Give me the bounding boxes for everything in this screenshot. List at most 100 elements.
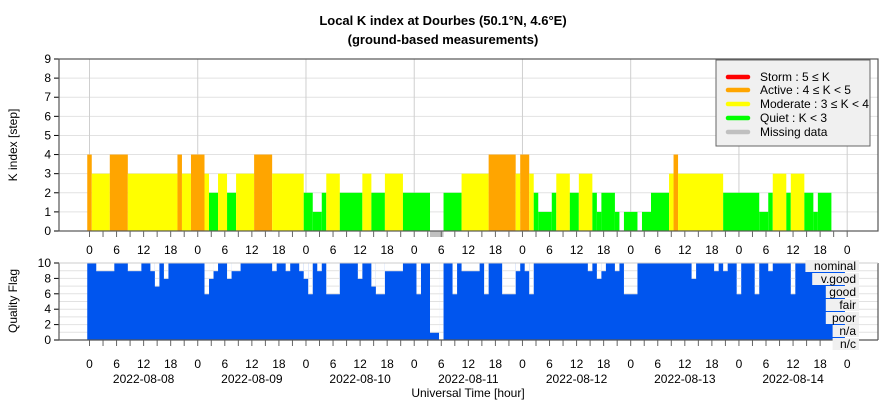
q-x-tick-label: 12 — [245, 357, 259, 371]
quality-level-label: v.good — [821, 272, 856, 286]
k-bar — [326, 173, 340, 231]
k-x-tick-label: 6 — [330, 243, 337, 257]
date-label: 2022-08-12 — [546, 372, 608, 386]
k-bar — [804, 192, 814, 231]
k-x-tick-label: 6 — [654, 243, 661, 257]
k-x-tick-label: 6 — [438, 243, 445, 257]
quality-bar-gap — [150, 263, 155, 271]
quality-bar-gap — [231, 263, 241, 271]
quality-level-label-bg — [825, 299, 859, 311]
legend-label: Active : 4 ≤ K < 5 — [760, 83, 851, 97]
q-y-tick-label: 0 — [44, 333, 51, 347]
k-bar — [520, 154, 530, 231]
k-x-tick-label: 0 — [844, 243, 851, 257]
q-x-tick-label: 18 — [705, 357, 719, 371]
k-bar — [87, 154, 92, 231]
k-x-tick-label: 0 — [303, 243, 310, 257]
quality-bar-gap — [587, 263, 593, 271]
k-y-tick-label: 1 — [44, 205, 51, 219]
date-label: 2022-08-14 — [762, 372, 824, 386]
q-x-tick-label: 6 — [546, 357, 553, 371]
q-x-tick-label: 12 — [678, 357, 692, 371]
legend-label: Missing data — [760, 125, 828, 139]
q-x-tick-label: 18 — [489, 357, 503, 371]
quality-level-label: poor — [832, 311, 856, 325]
k-x-tick-label: 18 — [813, 243, 827, 257]
quality-level-label-bg — [812, 273, 859, 285]
quality-bar-gap — [272, 263, 277, 271]
k-x-tick-label: 12 — [353, 243, 367, 257]
quality-bar-gap — [317, 263, 322, 271]
q-x-tick-label: 6 — [113, 357, 120, 371]
k-x-tick-label: 6 — [546, 243, 553, 257]
k-bar — [759, 211, 769, 231]
k-x-tick-label: 6 — [221, 243, 228, 257]
quality-bar-gap — [614, 263, 620, 271]
k-x-tick-label: 18 — [489, 243, 503, 257]
q-x-tick-label: 12 — [570, 357, 584, 371]
quality-bar-gap — [524, 263, 530, 271]
k-bar — [533, 192, 539, 231]
k-bar — [678, 173, 724, 231]
quality-level-label-bg — [832, 338, 859, 350]
q-x-tick-label: 18 — [813, 357, 827, 371]
k-bar — [190, 154, 205, 231]
quality-level-label: n/c — [840, 337, 856, 351]
quality-level-label-bg — [825, 286, 859, 298]
k-bar — [443, 192, 462, 231]
k-x-tick-label: 12 — [137, 243, 151, 257]
k-y-tick-label: 7 — [44, 90, 51, 104]
k-y-tick-label: 2 — [44, 186, 51, 200]
q-x-tick-label: 0 — [844, 357, 851, 371]
q-x-tick-label: 0 — [194, 357, 201, 371]
k-bar — [551, 192, 557, 231]
q-x-tick-label: 0 — [736, 357, 743, 371]
k-bar — [402, 192, 431, 231]
k-bar — [786, 192, 791, 231]
k-bar — [772, 173, 787, 231]
k-bar — [515, 173, 521, 231]
q-x-tick-label: 6 — [654, 357, 661, 371]
k-bar — [177, 154, 182, 231]
date-label: 2022-08-08 — [113, 372, 175, 386]
k-x-tick-label: 6 — [763, 243, 770, 257]
quality-bar-gap — [127, 263, 142, 271]
quality-level-label: good — [829, 285, 856, 299]
k-bar — [254, 154, 273, 231]
q-x-tick-label: 18 — [597, 357, 611, 371]
quality-bar-gap — [515, 263, 521, 271]
k-bar — [181, 173, 191, 231]
chart-subtitle: (ground-based measurements) — [348, 32, 539, 47]
k-x-tick-label: 18 — [705, 243, 719, 257]
k-bar — [556, 173, 570, 231]
k-bar — [790, 173, 805, 231]
q-x-tick-label: 0 — [411, 357, 418, 371]
quality-bar-gap — [154, 263, 160, 287]
quality-level-label-bg — [805, 260, 859, 272]
k-bar — [321, 192, 327, 231]
k-bar — [529, 173, 534, 231]
k-bar — [461, 173, 489, 231]
k-x-tick-label: 12 — [245, 243, 259, 257]
k-bar — [623, 211, 638, 231]
date-label: 2022-08-11 — [438, 372, 499, 386]
q-x-tick-label: 0 — [303, 357, 310, 371]
q-x-tick-label: 12 — [786, 357, 800, 371]
q-y-tick-label: 6 — [44, 287, 51, 301]
k-y-tick-label: 0 — [44, 224, 51, 238]
quality-bar — [87, 263, 845, 340]
k-y-tick-label: 6 — [44, 109, 51, 123]
k-bar — [813, 211, 818, 231]
k-bar — [272, 173, 304, 231]
quality-level-label-bg — [832, 325, 859, 337]
quality-level-label: n/a — [839, 324, 856, 338]
quality-bar-gap — [285, 263, 291, 271]
q-x-tick-label: 0 — [519, 357, 526, 371]
k-bar — [227, 192, 237, 231]
k-bar — [339, 192, 363, 231]
k-x-tick-label: 0 — [86, 243, 93, 257]
k-bar — [371, 192, 385, 231]
k-x-tick-label: 18 — [597, 243, 611, 257]
date-label: 2022-08-13 — [654, 372, 716, 386]
